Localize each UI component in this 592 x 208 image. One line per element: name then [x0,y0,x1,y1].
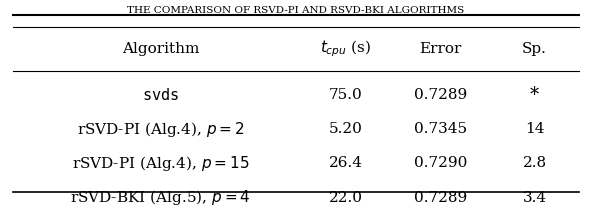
Text: 75.0: 75.0 [329,88,363,102]
Text: rSVD-BKI (Alg.5), $p = 4$: rSVD-BKI (Alg.5), $p = 4$ [70,188,251,207]
Text: 0.7289: 0.7289 [414,191,467,205]
Text: 26.4: 26.4 [329,156,363,170]
Text: rSVD-PI (Alg.4), $p = 2$: rSVD-PI (Alg.4), $p = 2$ [77,120,244,139]
Text: THE COMPARISON OF RSVD-PI AND RSVD-BKI ALGORITHMS: THE COMPARISON OF RSVD-PI AND RSVD-BKI A… [127,6,465,15]
Text: 22.0: 22.0 [329,191,363,205]
Text: 5.20: 5.20 [329,123,363,136]
Text: Algorithm: Algorithm [122,42,199,56]
Text: 2.8: 2.8 [523,156,546,170]
Text: $\mathtt{svds}$: $\mathtt{svds}$ [142,87,179,103]
Text: 0.7345: 0.7345 [414,123,467,136]
Text: $t_{cpu}$ (s): $t_{cpu}$ (s) [320,38,372,59]
Text: 0.7290: 0.7290 [414,156,467,170]
Text: Sp.: Sp. [522,42,547,56]
Text: Error: Error [419,42,462,56]
Text: rSVD-PI (Alg.4), $p = 15$: rSVD-PI (Alg.4), $p = 15$ [72,154,249,173]
Text: 0.7289: 0.7289 [414,88,467,102]
Text: *: * [530,86,539,104]
Text: 14: 14 [525,123,545,136]
Text: 3.4: 3.4 [523,191,546,205]
